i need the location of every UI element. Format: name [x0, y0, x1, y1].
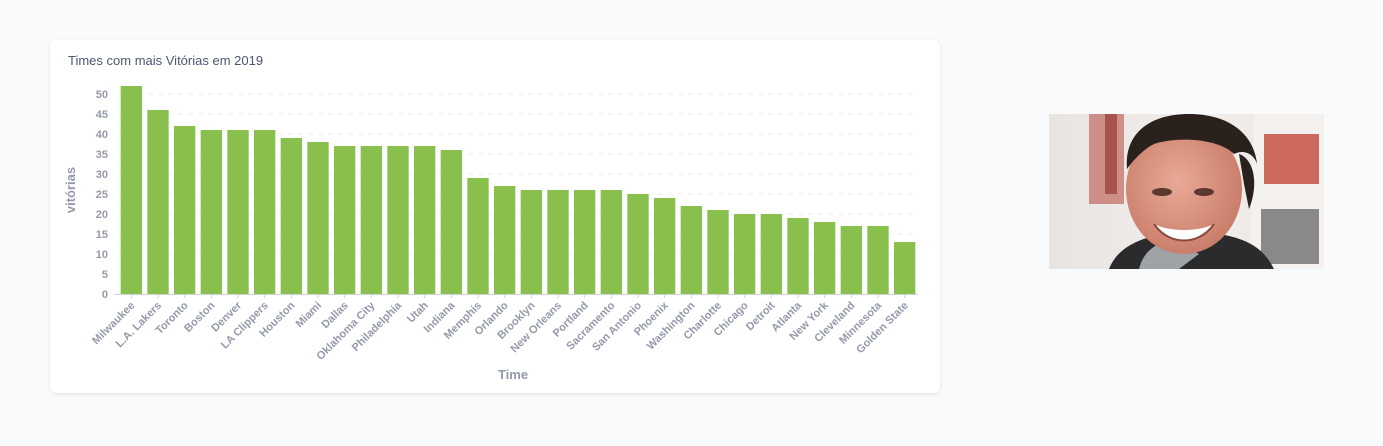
y-tick-label: 10 — [96, 249, 108, 261]
bar — [600, 190, 622, 294]
chart-title: Times com mais Vitórias em 2019 — [68, 53, 264, 68]
bar — [547, 190, 569, 294]
bar — [120, 86, 142, 294]
bar — [867, 226, 889, 294]
bar — [174, 126, 196, 294]
y-tick-label: 45 — [96, 109, 108, 121]
y-axis-label: vitórias — [63, 167, 78, 213]
bar — [227, 130, 249, 294]
x-tick-label: Miami — [294, 300, 325, 331]
bar — [147, 110, 169, 294]
bar — [280, 138, 302, 294]
bar — [707, 210, 729, 294]
bar — [387, 146, 409, 294]
y-tick-label: 15 — [96, 229, 108, 241]
bar — [680, 206, 702, 294]
bar — [307, 142, 329, 294]
bar — [254, 130, 276, 294]
y-tick-label: 5 — [102, 269, 108, 281]
bar — [627, 194, 649, 294]
bar — [520, 190, 542, 294]
y-tick-label: 30 — [96, 169, 108, 181]
bar — [894, 242, 916, 294]
bar — [734, 214, 756, 294]
bar — [414, 146, 436, 294]
y-tick-label: 35 — [96, 149, 108, 161]
y-tick-label: 40 — [96, 129, 108, 141]
bar — [814, 222, 836, 294]
x-axis-label: Time — [498, 367, 528, 382]
bar — [200, 130, 222, 294]
y-tick-label: 20 — [96, 209, 108, 221]
bar — [494, 186, 516, 294]
y-tick-label: 25 — [96, 189, 108, 201]
bar — [574, 190, 596, 294]
person-photo — [1049, 114, 1324, 269]
bar — [840, 226, 862, 294]
bar — [467, 178, 489, 294]
chart-card: Times com mais Vitórias em 2019 0 5 10 15 20… — [50, 40, 940, 393]
bar — [787, 218, 809, 294]
bar — [654, 198, 676, 294]
y-tick-label: 0 — [102, 289, 108, 301]
y-tick-label: 50 — [96, 89, 108, 101]
bar — [440, 150, 462, 294]
bar — [760, 214, 782, 294]
bar — [334, 146, 356, 294]
bar — [360, 146, 382, 294]
